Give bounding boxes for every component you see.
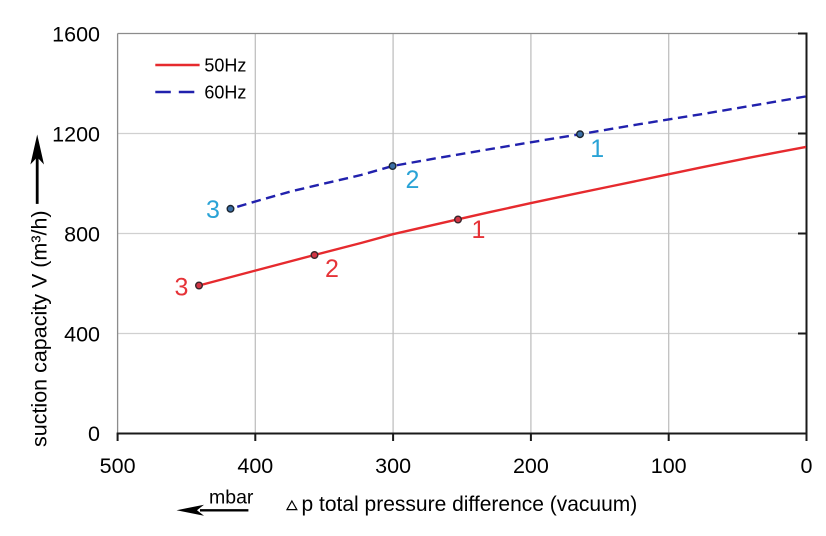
svg-text:300: 300 <box>375 454 411 478</box>
svg-text:400: 400 <box>64 322 100 346</box>
svg-text:1: 1 <box>472 216 486 244</box>
svg-text:1200: 1200 <box>52 122 100 146</box>
svg-text:1600: 1600 <box>52 22 100 46</box>
svg-text:3: 3 <box>206 196 220 224</box>
svg-text:mbar: mbar <box>209 487 254 509</box>
svg-text:50Hz: 50Hz <box>204 56 246 76</box>
svg-text:suction capacity V (m³/h): suction capacity V (m³/h) <box>28 210 52 447</box>
svg-text:p total pressure difference (v: p total pressure difference (vacuum) <box>302 493 638 516</box>
svg-text:400: 400 <box>237 454 273 478</box>
svg-text:2: 2 <box>405 166 419 194</box>
svg-text:0: 0 <box>801 454 813 478</box>
svg-text:100: 100 <box>651 454 687 478</box>
svg-text:3: 3 <box>175 274 189 302</box>
svg-text:2: 2 <box>325 255 339 283</box>
svg-text:500: 500 <box>100 454 136 478</box>
svg-text:60Hz: 60Hz <box>204 83 246 103</box>
svg-text:200: 200 <box>513 454 549 478</box>
svg-text:1: 1 <box>590 135 604 163</box>
svg-text:0: 0 <box>88 422 100 446</box>
svg-text:800: 800 <box>64 222 100 246</box>
